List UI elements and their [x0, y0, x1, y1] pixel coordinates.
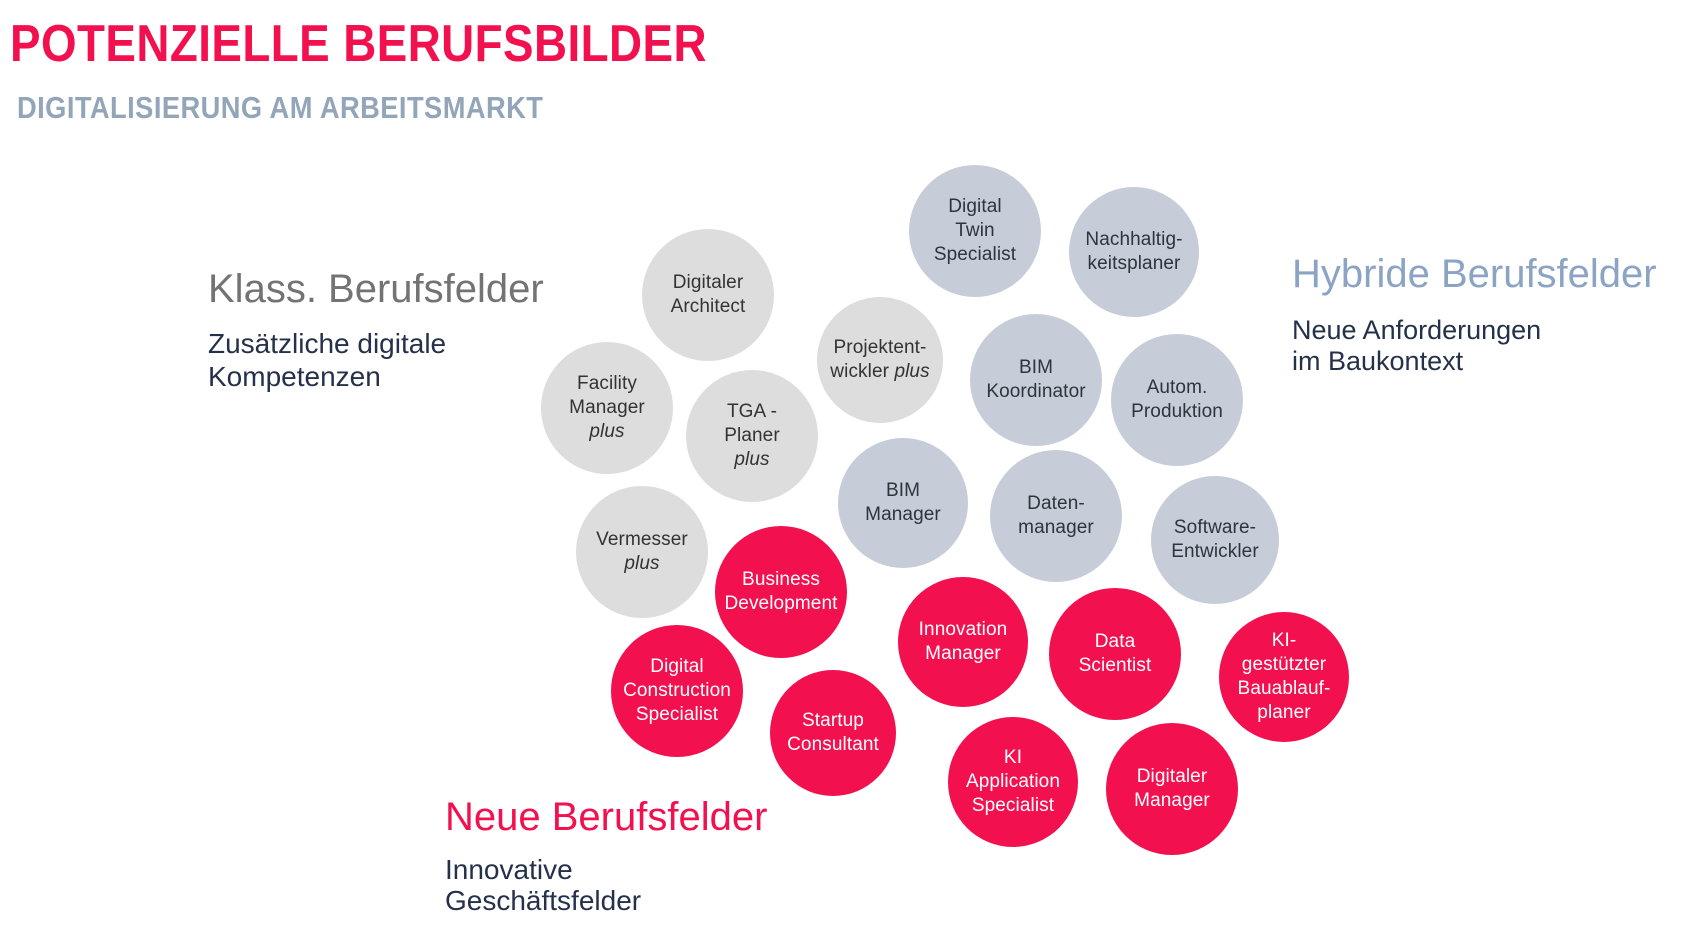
bubble-label: Autom. Produktion [1131, 377, 1223, 422]
bubble-data-scientist: Data Scientist [1049, 588, 1181, 720]
bubble-label: Software- Entwickler [1171, 517, 1259, 562]
bubble-digital-twin-specialist: Digital Twin Specialist [909, 165, 1041, 297]
bubble-digital-construction-specialist: Digital Construction Specialist [611, 625, 743, 757]
bubble-label: Innovation Manager [918, 619, 1008, 664]
classic-section-title: Klass. Berufsfelder [208, 267, 544, 311]
bubble-label: Vermesser plus [596, 529, 688, 574]
bubble-label: Business Development [724, 569, 838, 614]
hybrid-section-title: Hybride Berufsfelder [1292, 252, 1657, 296]
bubble-nachhaltigkeitsplaner: Nachhaltig-keitsplaner [1069, 187, 1199, 317]
page-subtitle: DIGITALISIERUNG AM ARBEITSMARKT [17, 90, 544, 125]
bubble-label: BIM Manager [865, 480, 941, 525]
bubble-innovation-manager: Innovation Manager [898, 577, 1028, 707]
bubble-label: Projektent-wickler plus [830, 337, 930, 382]
bubble-label: BIM Koordinator [986, 357, 1086, 402]
bubble-startup-consultant: Startup Consultant [770, 670, 896, 796]
bubble-label: Nachhaltig-keitsplaner [1085, 229, 1183, 274]
bubble-datenmanager: Daten-manager [990, 450, 1122, 582]
new-section-description: Innovative Geschäftsfelder [445, 854, 642, 916]
section-klassische-berufsfelder: Klass. Berufsfelder Zusätzliche digitale… [208, 266, 544, 393]
bubble-label: Digitaler Manager [1134, 766, 1210, 811]
bubble-facility-manager-plus: Facility Manager plus [541, 342, 673, 474]
bubble-digitaler-architect: Digitaler Architect [642, 229, 774, 361]
bubble-software-entwickler: Software- Entwickler [1151, 476, 1279, 604]
bubble-label: KI Application Specialist [965, 747, 1061, 816]
section-hybride-berufsfelder: Hybride Berufsfelder Neue Anforderungen … [1292, 251, 1657, 377]
bubble-label: Startup Consultant [787, 710, 879, 755]
bubble-ki-application-specialist: KI Application Specialist [948, 717, 1078, 847]
bubble-bim-manager: BIM Manager [838, 438, 968, 568]
bubble-label: Facility Manager plus [569, 373, 645, 442]
bubble-ki-gestuetzter-bauablaufplaner: KI-gestützter Bauablauf-planer [1219, 612, 1349, 742]
bubble-label: Digital Construction Specialist [623, 656, 731, 725]
new-section-title: Neue Berufsfelder [445, 795, 768, 839]
bubble-business-development: Business Development [715, 526, 847, 658]
bubble-label: TGA - Planer plus [724, 401, 780, 470]
section-neue-berufsfelder: Neue Berufsfelder Innovative Geschäftsfe… [445, 794, 767, 916]
page-title: POTENZIELLE BERUFSBILDER [10, 15, 707, 73]
bubble-projektentwickler-plus: Projektent-wickler plus [817, 297, 943, 423]
bubble-label: KI-gestützter Bauablauf-planer [1237, 630, 1331, 723]
bubble-bim-koordinator: BIM Koordinator [970, 314, 1102, 446]
bubble-tga-planer-plus: TGA - Planer plus [686, 370, 818, 502]
bubble-autom-produktion: Autom. Produktion [1111, 334, 1243, 466]
bubble-label: Digital Twin Specialist [933, 196, 1017, 265]
classic-section-description: Zusätzliche digitale Kompetenzen [208, 328, 447, 392]
bubble-label: Data Scientist [1078, 631, 1152, 676]
bubble-label: Digitaler Architect [670, 272, 746, 317]
bubble-label: Daten-manager [1018, 493, 1094, 538]
bubble-vermesser-plus: Vermesser plus [576, 486, 708, 618]
bubble-digitaler-manager: Digitaler Manager [1106, 723, 1238, 855]
hybrid-section-description: Neue Anforderungen im Baukontext [1292, 315, 1542, 376]
